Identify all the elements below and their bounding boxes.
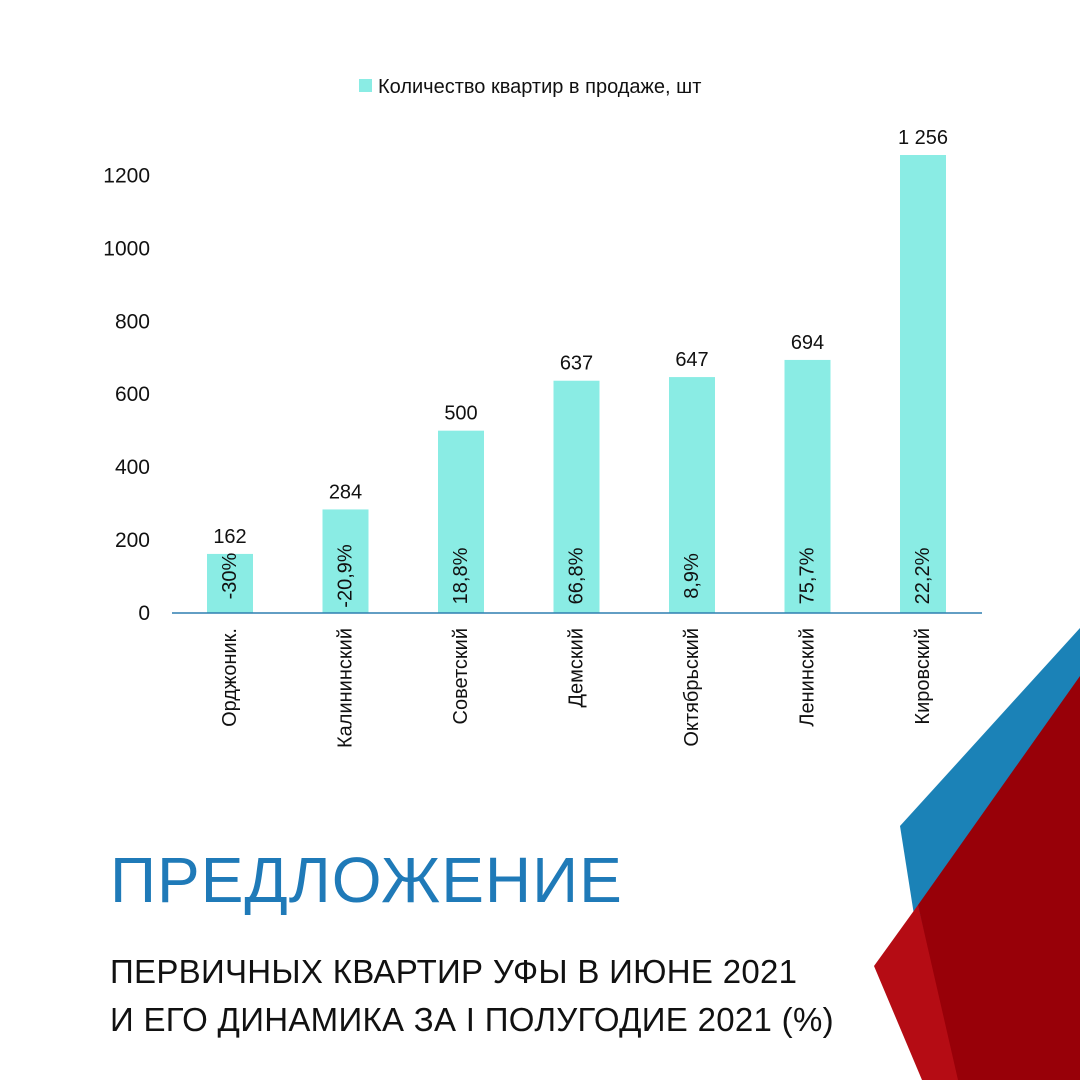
subtitle-line-1: ПЕРВИЧНЫХ КВАРТИР УФЫ В ИЮНЕ 2021: [110, 953, 798, 990]
bar-value-label: 647: [675, 349, 708, 371]
deco-red-shape: [874, 905, 960, 1080]
bar: [207, 553, 253, 613]
bar: [438, 430, 484, 613]
bar-change-label: 75,7%: [797, 547, 819, 604]
bar-value-label: 284: [329, 481, 362, 503]
x-category-label: Октябрьский: [681, 628, 703, 747]
x-category-label: Орджоник.: [219, 628, 241, 727]
x-category-label: Демский: [566, 628, 588, 708]
bar-change-label: 22,2%: [912, 547, 934, 604]
bar: [900, 155, 946, 613]
bar-change-label: 8,9%: [681, 553, 703, 599]
bar: [553, 380, 600, 613]
y-tick-label: 1200: [103, 164, 150, 187]
bar: [669, 377, 715, 613]
legend-label: Количество квартир в продаже, шт: [378, 76, 701, 98]
y-tick-label: 1000: [103, 237, 150, 260]
y-tick-label: 0: [138, 602, 150, 625]
bar-change-label: -20,9%: [335, 544, 357, 608]
subtitle-line-2-main: И ЕГО ДИНАМИКА ЗА I ПОЛУГОДИЕ 2021: [110, 1001, 782, 1038]
bar-value-label: 500: [444, 403, 477, 425]
bar: [322, 509, 369, 613]
y-tick-label: 400: [115, 456, 150, 479]
x-category-label: Кировский: [912, 628, 934, 725]
x-category-label: Калининский: [335, 628, 357, 748]
bar: [784, 359, 831, 613]
bar-value-label: 1 256: [898, 127, 948, 149]
legend-swatch: [359, 79, 372, 92]
bar-change-label: -30%: [219, 552, 241, 599]
y-tick-label: 600: [115, 383, 150, 406]
bar-value-label: 162: [213, 526, 246, 548]
x-category-label: Ленинский: [797, 628, 819, 727]
bar-chart: Количество квартир в продаже, шт 0 200 400 6…: [103, 76, 982, 748]
y-tick-label: 200: [115, 529, 150, 552]
page-headline: ПРЕДЛОЖЕНИЕ: [110, 844, 623, 916]
bar-change-label: 66,8%: [566, 547, 588, 604]
bar-change-label: 18,8%: [450, 547, 472, 604]
subtitle-line-2: И ЕГО ДИНАМИКА ЗА I ПОЛУГОДИЕ 2021 (%): [110, 998, 834, 1042]
subtitle-percent-suffix: (%): [781, 1001, 834, 1038]
bar-value-label: 694: [791, 332, 824, 354]
x-category-label: Советский: [450, 628, 472, 724]
y-tick-label: 800: [115, 310, 150, 333]
bar-value-label: 637: [560, 353, 593, 375]
